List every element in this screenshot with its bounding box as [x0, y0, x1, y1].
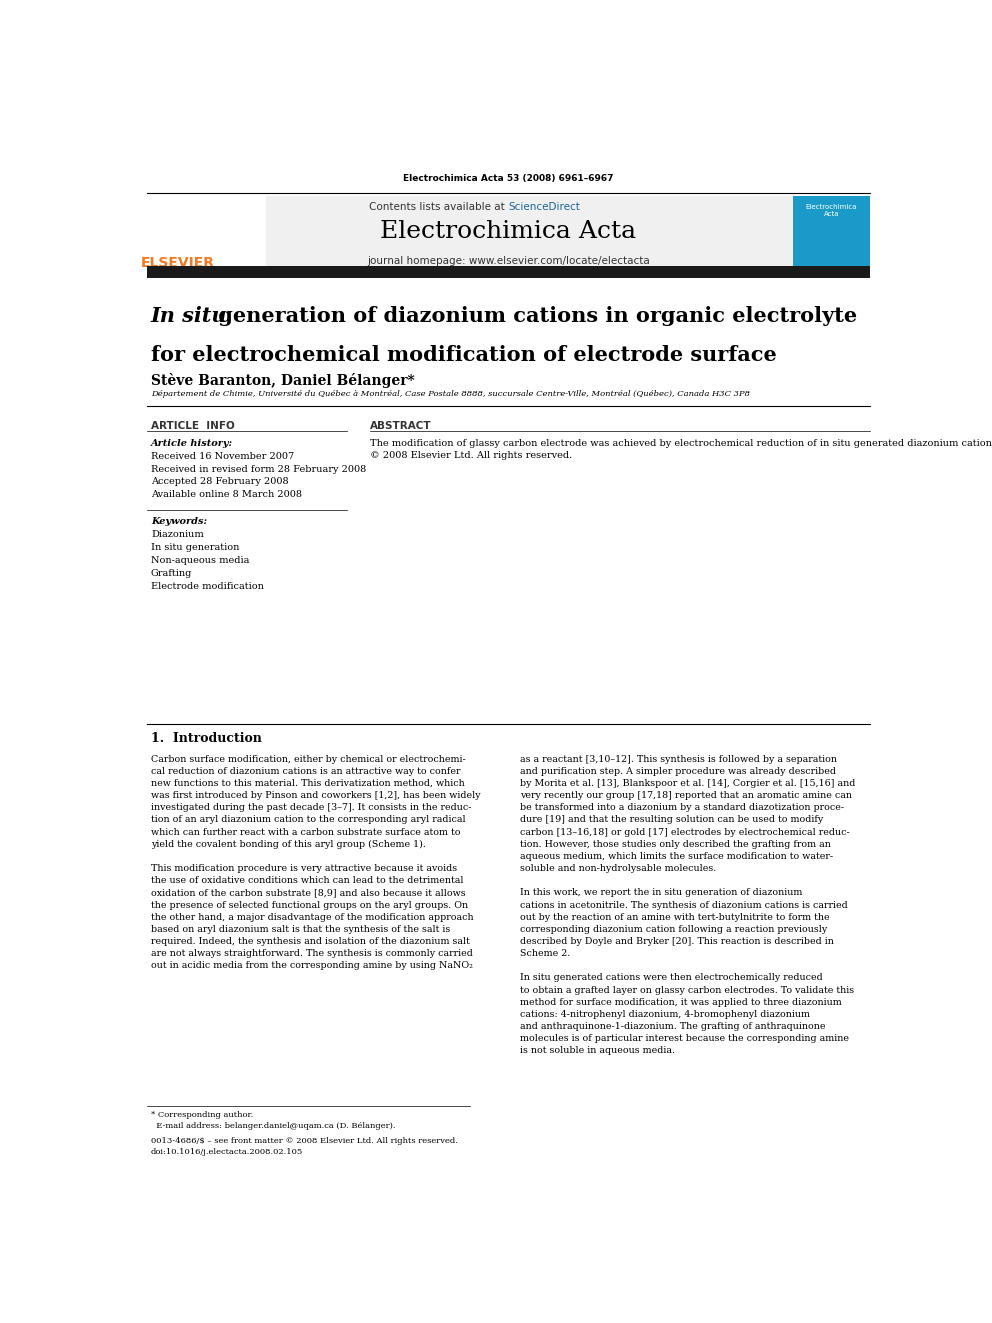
Text: Electrochimica
Acta: Electrochimica Acta — [806, 204, 857, 217]
Bar — [793, 196, 870, 266]
Text: The modification of glassy carbon electrode was achieved by electrochemical redu: The modification of glassy carbon electr… — [370, 439, 992, 460]
Text: Diazonium
In situ generation
Non-aqueous media
Grafting
Electrode modification: Diazonium In situ generation Non-aqueous… — [151, 529, 264, 591]
Text: ELSEVIER: ELSEVIER — [141, 255, 215, 270]
Text: Département de Chimie, Université du Québec à Montréal, Case Postale 8888, succu: Département de Chimie, Université du Qué… — [151, 390, 750, 398]
Text: In situ: In situ — [151, 307, 227, 327]
Text: ScienceDirect: ScienceDirect — [509, 201, 580, 212]
Text: ABSTRACT: ABSTRACT — [370, 421, 432, 430]
Text: as a reactant [3,10–12]. This synthesis is followed by a separation
and purifica: as a reactant [3,10–12]. This synthesis … — [520, 754, 855, 1056]
Text: Carbon surface modification, either by chemical or electrochemi-
cal reduction o: Carbon surface modification, either by c… — [151, 754, 480, 971]
Text: 0013-4686/$ – see front matter © 2008 Elsevier Ltd. All rights reserved.
doi:10.: 0013-4686/$ – see front matter © 2008 El… — [151, 1136, 457, 1156]
Text: generation of diazonium cations in organic electrolyte: generation of diazonium cations in organ… — [211, 307, 857, 327]
Text: Contents lists available at: Contents lists available at — [369, 201, 509, 212]
Bar — [147, 196, 793, 266]
Text: journal homepage: www.elsevier.com/locate/electacta: journal homepage: www.elsevier.com/locat… — [367, 255, 650, 266]
Text: 1.  Introduction: 1. Introduction — [151, 733, 262, 745]
Text: Stève Baranton, Daniel Bélanger*: Stève Baranton, Daniel Bélanger* — [151, 373, 415, 388]
Text: Keywords:: Keywords: — [151, 517, 207, 527]
Text: * Corresponding author.
  E-mail address: belanger.daniel@uqam.ca (D. Bélanger).: * Corresponding author. E-mail address: … — [151, 1111, 396, 1130]
Bar — [147, 266, 870, 278]
Text: ARTICLE  INFO: ARTICLE INFO — [151, 421, 235, 430]
Text: Received 16 November 2007
Received in revised form 28 February 2008
Accepted 28 : Received 16 November 2007 Received in re… — [151, 452, 366, 499]
Bar — [147, 196, 266, 266]
Text: Electrochimica Acta 53 (2008) 6961–6967: Electrochimica Acta 53 (2008) 6961–6967 — [403, 175, 614, 183]
Text: Electrochimica Acta: Electrochimica Acta — [380, 220, 637, 243]
Text: Article history:: Article history: — [151, 439, 233, 448]
Text: for electrochemical modification of electrode surface: for electrochemical modification of elec… — [151, 345, 777, 365]
